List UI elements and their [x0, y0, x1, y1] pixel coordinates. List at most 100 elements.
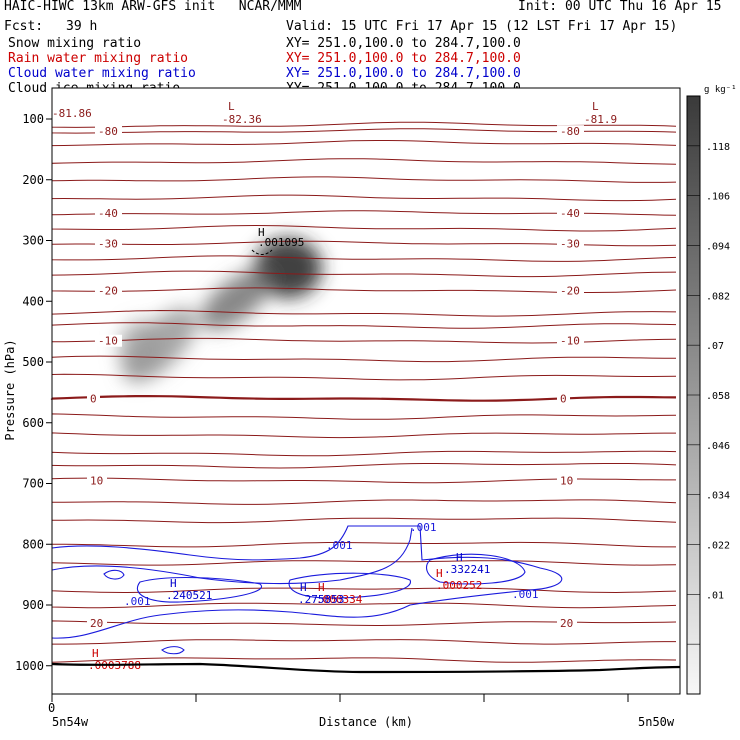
isotherm-label-bg: [95, 207, 122, 220]
isotherm-label-right: -20: [560, 284, 580, 297]
colorbar-tick-label: .118: [706, 142, 730, 153]
isotherm-label-right: -10: [560, 335, 580, 348]
temperature-isotherm: [51, 140, 677, 147]
isotherm-label-bg: [95, 237, 122, 250]
y-tick-label: 900: [22, 598, 44, 612]
isotherm-label-bg: [557, 207, 584, 220]
y-axis-label: Pressure (hPa): [3, 339, 17, 440]
high-value: .275853: [298, 593, 344, 606]
temperature-isotherm: [51, 224, 677, 232]
isotherm-label-left: 0: [90, 392, 97, 405]
y-tick-label: 100: [22, 112, 44, 126]
isotherm-label-left: -80: [98, 125, 118, 138]
isotherm-label-bg: [87, 474, 107, 487]
y-tick-label: 1000: [15, 659, 44, 673]
field-name-rain: Rain water mixing ratio: [8, 51, 189, 66]
isotherm-label-right: 0: [560, 392, 567, 405]
fcst-label: Fcst:: [4, 19, 44, 34]
temperature-isotherm: [51, 657, 677, 663]
isotherm-label-bg: [95, 334, 122, 347]
field-name-cloud-water: Cloud water mixing ratio: [8, 66, 196, 81]
low-value: -82.36: [222, 113, 262, 126]
isotherm-label-bg: [95, 125, 122, 138]
isotherm-label-bg: [557, 125, 584, 138]
field-name-snow: Snow mixing ratio: [8, 36, 142, 51]
isotherm-label-left: -30: [98, 238, 118, 251]
temperature-isotherm: [51, 255, 677, 262]
high-value: .000252: [436, 579, 482, 592]
high-marker: H: [170, 577, 177, 590]
y-tick-label: 500: [22, 355, 44, 369]
isotherm-label-left: -10: [98, 335, 118, 348]
colorbar-tick-label: .07: [706, 341, 724, 352]
terrain-surface-line: [51, 662, 681, 674]
colorbar-tick-label: .082: [706, 291, 730, 302]
isotherm-label-left: -40: [98, 207, 118, 220]
isotherm-label-left: -20: [98, 284, 118, 297]
cloud-water-contour-label: .001: [512, 588, 539, 601]
temperature-isotherm: [51, 450, 677, 457]
temperature-isotherm: [51, 309, 677, 317]
plot-frame: [51, 87, 681, 695]
ice-contour: [251, 249, 273, 255]
high-marker: H: [258, 226, 265, 239]
isotherm-label-bg: [557, 617, 577, 630]
colorbar-tick-label: .022: [706, 541, 730, 552]
colorbar-tick-label: .046: [706, 441, 730, 452]
colorbar-tick-label: .034: [706, 491, 730, 502]
temperature-isotherm: [51, 463, 677, 469]
x-end-label-left: 5n54w: [52, 715, 89, 729]
isotherm-label-right: 20: [560, 617, 573, 630]
temperature-isotherm: [51, 499, 677, 505]
high-value: .240521: [166, 589, 212, 602]
colorbar-tick-label: .058: [706, 391, 730, 402]
valid-time: Valid: 15 UTC Fri 17 Apr 15 (12 LST Fri …: [286, 19, 678, 34]
temperature-isotherm: [51, 322, 677, 329]
isotherm-label-right: 10: [560, 474, 573, 487]
temperature-isotherm: [51, 355, 676, 363]
isotherm-label-bg: [557, 284, 584, 297]
low-value: -81.9: [584, 113, 617, 126]
high-marker: H: [318, 581, 325, 594]
ice-mixing-ratio-shading: [118, 238, 322, 383]
temperature-isotherm: [51, 158, 677, 165]
high-value: .332241: [444, 563, 490, 576]
temperature-isotherm: [51, 639, 676, 645]
field-xy-rain: XY= 251.0,100.0 to 284.7,100.0: [286, 51, 521, 66]
field-xy-snow: XY= 251.0,100.0 to 284.7,100.0: [286, 36, 521, 51]
isotherm-label-left: 10: [90, 474, 103, 487]
x-axis-label: Distance (km): [319, 715, 413, 729]
colorbar-unit: g kg⁻¹: [704, 85, 737, 95]
cloud-water-contour-label: .001: [326, 539, 353, 552]
temperature-isotherm: [51, 560, 677, 566]
temperature-isotherm: [51, 176, 677, 183]
isotherm-label-bg: [557, 392, 570, 405]
temperature-isotherm: [51, 517, 677, 524]
high-marker: H: [300, 581, 307, 594]
y-tick-label: 600: [22, 416, 44, 430]
init-time: Init: 00 UTC Thu 16 Apr 15: [518, 0, 722, 14]
isotherm-label-bg: [87, 392, 100, 405]
temperature-isotherm: [52, 541, 676, 548]
x-end-label-right: 5n50w: [638, 715, 675, 729]
isotherm-label-bg: [557, 237, 584, 250]
y-tick-label: 800: [22, 537, 44, 551]
colorbar-tick-label: .106: [706, 192, 730, 203]
temperature-isotherm: [51, 602, 677, 609]
temperature-contours: [50, 121, 677, 663]
low-marker: L: [228, 100, 235, 113]
y-tick-label: 200: [22, 173, 44, 187]
isotherm-label-bg: [557, 474, 577, 487]
cloud-water-contour-label: .001: [124, 595, 151, 608]
cloud-water-contour-label: .001: [410, 521, 437, 534]
high-value: .001095: [258, 236, 304, 249]
temperature-isotherm: [51, 432, 676, 439]
plot-area: [52, 88, 680, 694]
low-marker: L: [592, 100, 599, 113]
colorbar-tick-label: .01: [706, 590, 724, 601]
high-marker: H: [456, 551, 463, 564]
isotherm-label-right: -80: [560, 125, 580, 138]
fcst-value: 39 h: [66, 19, 98, 34]
